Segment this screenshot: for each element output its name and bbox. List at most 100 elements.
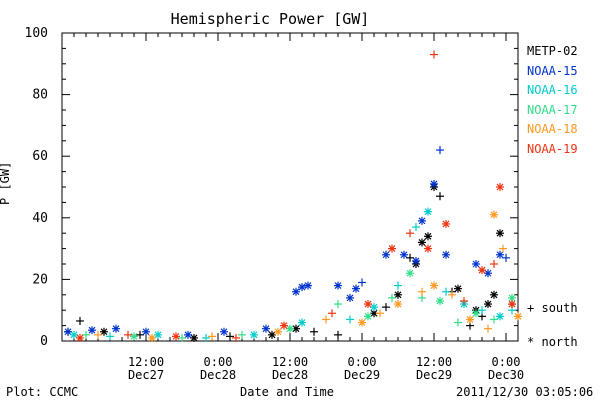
data-point-metp-02 — [100, 327, 108, 336]
data-point-noaa-18 — [484, 324, 492, 333]
data-point-noaa-15 — [88, 326, 96, 335]
data-point-metp-02 — [490, 290, 498, 299]
data-point-noaa-18 — [466, 315, 474, 324]
data-point-noaa-18 — [448, 290, 456, 299]
data-point-noaa-18 — [148, 333, 156, 342]
data-point-noaa-19 — [508, 300, 516, 309]
marker-key: + south * north — [527, 298, 578, 366]
legend-item-noaa-18: NOAA-18 — [527, 122, 578, 136]
data-point-noaa-19 — [496, 183, 504, 191]
legend-item-noaa-17: NOAA-17 — [527, 102, 578, 117]
data-point-noaa-16 — [442, 287, 450, 296]
plus-marker-icon: + — [527, 301, 535, 315]
data-point-noaa-17 — [82, 330, 90, 339]
data-point-noaa-15 — [334, 281, 342, 290]
data-point-metp-02 — [496, 229, 504, 238]
y-tick-label: 100 — [25, 26, 48, 41]
plot-credit: Plot: CCMC — [6, 385, 79, 399]
y-tick-label: 60 — [32, 149, 48, 164]
data-point-metp-02 — [436, 192, 444, 201]
x-tick-label-date: Dec28 — [200, 368, 236, 382]
data-point-noaa-15 — [112, 324, 120, 333]
x-axis-label: Date and Time — [240, 385, 334, 399]
x-tick-label-time: 0:00 — [348, 355, 377, 369]
data-point-metp-02 — [268, 330, 276, 339]
data-point-noaa-15 — [184, 330, 192, 339]
data-point-noaa-18 — [418, 287, 426, 296]
data-point-noaa-18 — [208, 332, 216, 341]
data-point-noaa-18 — [94, 330, 102, 339]
legend: METP-02 NOAA-15 NOAA-16 NOAA-17 NOAA-18 … — [527, 42, 578, 159]
y-axis-label: P [GW] — [0, 161, 12, 205]
data-point-noaa-18 — [358, 318, 366, 327]
data-point-noaa-19 — [124, 330, 132, 339]
marker-key-north-label: north — [541, 335, 578, 349]
data-point-metp-02 — [310, 327, 318, 336]
data-point-noaa-19 — [328, 309, 336, 318]
data-point-noaa-19 — [430, 50, 438, 59]
marker-key-south-label: south — [541, 301, 578, 315]
data-point-noaa-17 — [508, 293, 516, 302]
data-point-noaa-15 — [436, 146, 444, 155]
data-point-noaa-19 — [280, 321, 288, 330]
data-point-noaa-15 — [220, 327, 228, 336]
data-point-metp-02 — [382, 303, 390, 312]
axes-layer: 02040608010012:00Dec270:00Dec2812:00Dec2… — [25, 26, 525, 382]
x-tick-label-time: 12:00 — [416, 355, 452, 369]
data-point-noaa-15 — [346, 293, 354, 302]
data-point-noaa-18 — [394, 300, 402, 309]
y-tick-label: 0 — [40, 334, 48, 349]
data-point-noaa-19 — [442, 219, 450, 228]
x-tick-label-time: 12:00 — [128, 355, 164, 369]
data-point-noaa-15 — [352, 284, 360, 293]
data-point-metp-02 — [484, 300, 492, 309]
data-point-noaa-17 — [436, 296, 444, 305]
data-point-noaa-15 — [412, 256, 420, 265]
y-tick-label: 80 — [32, 88, 48, 103]
data-point-metp-02 — [190, 333, 198, 342]
data-point-noaa-19 — [478, 266, 486, 275]
data-point-noaa-16 — [394, 281, 402, 290]
data-point-noaa-18 — [490, 210, 498, 219]
data-point-noaa-18 — [376, 309, 384, 318]
data-point-noaa-16 — [70, 330, 78, 339]
data-point-noaa-15 — [304, 281, 312, 290]
data-point-noaa-19 — [460, 296, 468, 305]
data-point-noaa-17 — [238, 330, 246, 339]
data-point-noaa-15 — [442, 250, 450, 259]
x-tick-label-date: Dec29 — [344, 368, 380, 382]
data-point-noaa-19 — [232, 333, 240, 342]
data-point-noaa-18 — [514, 312, 522, 321]
data-point-metp-02 — [418, 238, 426, 247]
data-point-noaa-15 — [418, 216, 426, 225]
data-point-noaa-19 — [388, 244, 396, 253]
x-tick-label-date: Dec30 — [488, 368, 524, 382]
data-point-noaa-17 — [334, 300, 342, 309]
legend-item-noaa-16: NOAA-16 — [527, 83, 578, 97]
marker-key-south: + south — [527, 298, 578, 332]
data-point-noaa-16 — [412, 223, 420, 232]
data-point-noaa-16 — [370, 303, 378, 312]
x-tick-label-date: Dec27 — [128, 368, 164, 382]
x-tick-label-time: 0:00 — [492, 355, 521, 369]
data-point-noaa-15 — [262, 324, 270, 333]
data-point-noaa-19 — [76, 333, 84, 342]
x-tick-label-time: 12:00 — [272, 355, 308, 369]
data-point-noaa-16 — [478, 306, 486, 315]
x-tick-label-date: Dec29 — [416, 368, 452, 382]
legend-item-noaa-19: NOAA-19 — [527, 141, 578, 156]
data-point-noaa-15 — [64, 327, 72, 336]
data-point-noaa-17 — [454, 318, 462, 327]
data-point-noaa-17 — [406, 269, 414, 278]
data-point-noaa-15 — [430, 179, 438, 188]
data-point-noaa-19 — [364, 300, 372, 309]
plot-timestamp: 2011/12/30 03:05:06 — [456, 385, 594, 399]
data-point-noaa-15 — [502, 253, 510, 262]
data-point-noaa-17 — [130, 332, 138, 341]
data-point-metp-02 — [454, 284, 462, 293]
x-tick-label-date: Dec28 — [272, 368, 308, 382]
data-point-noaa-18 — [322, 315, 330, 324]
asterisk-marker-icon: * — [527, 335, 535, 349]
legend-item-metp-02: METP-02 — [527, 44, 578, 58]
data-point-noaa-15 — [400, 250, 408, 259]
